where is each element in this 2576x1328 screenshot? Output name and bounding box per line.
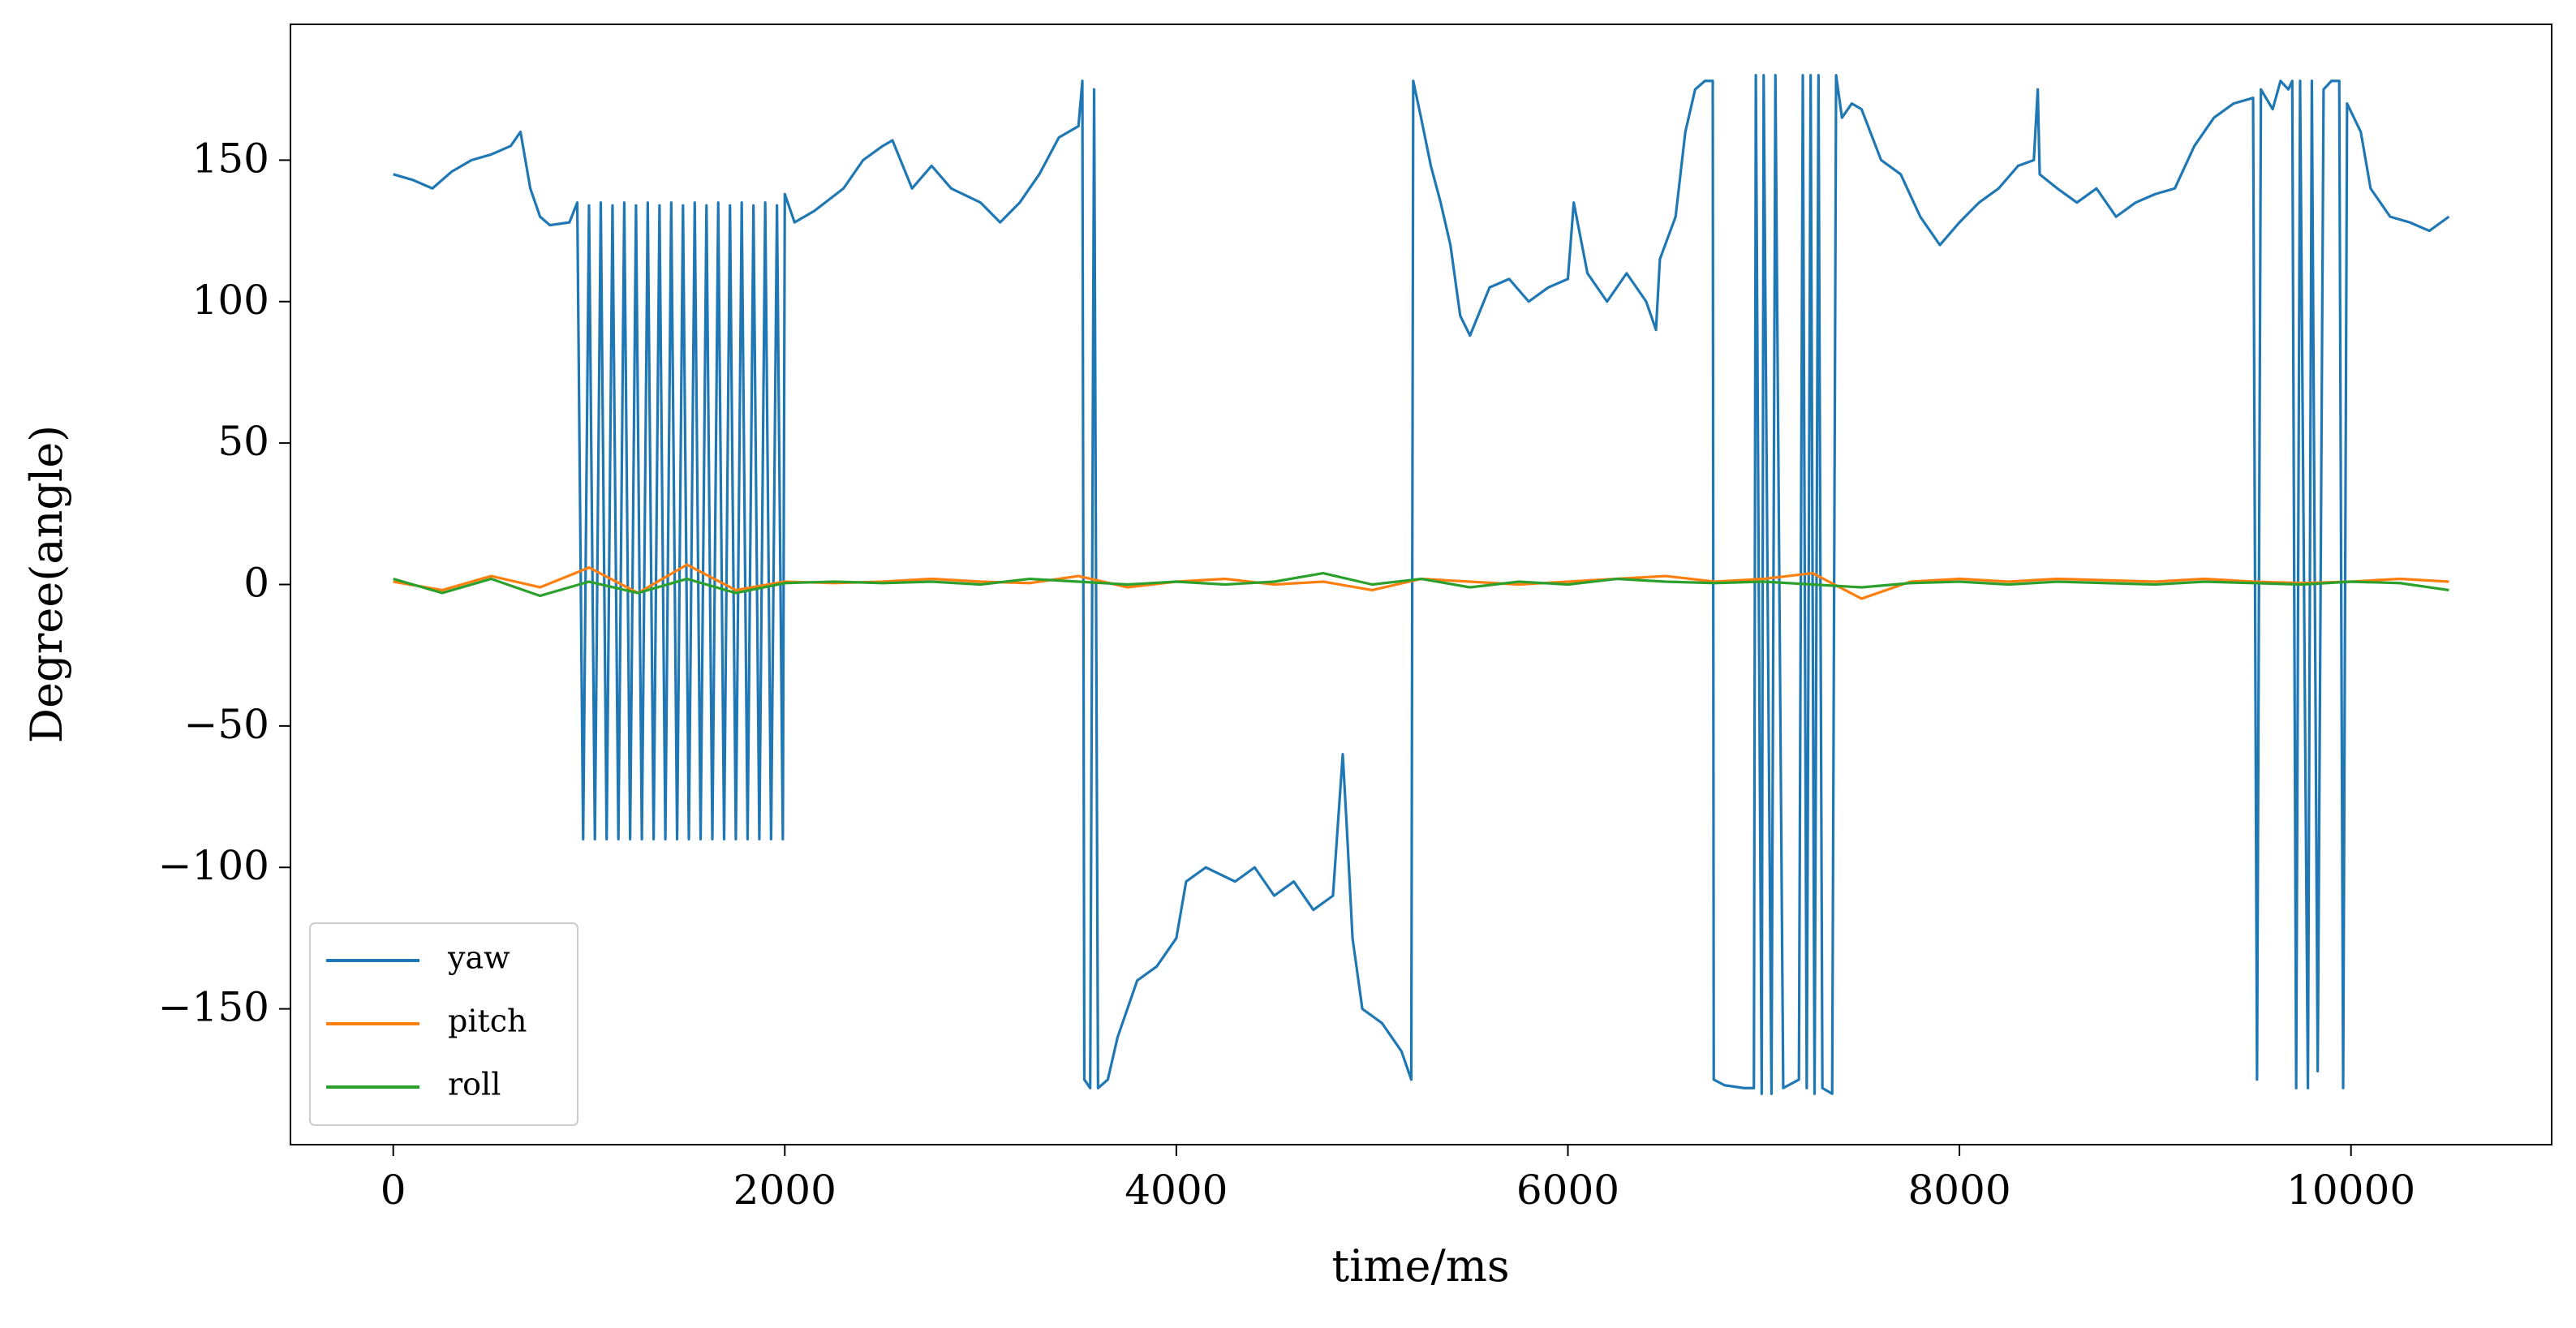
plot-frame <box>290 24 2552 1145</box>
x-axis-label: time/ms <box>1331 1240 1509 1291</box>
legend-label: yaw <box>447 940 510 976</box>
y-tick-label: 100 <box>192 277 269 324</box>
x-tick-label: 6000 <box>1516 1167 1619 1214</box>
x-tick-label: 10000 <box>2286 1167 2415 1214</box>
x-tick-label: 8000 <box>1907 1167 2010 1214</box>
legend-label: pitch <box>448 1004 527 1039</box>
legend-label: roll <box>448 1067 501 1102</box>
y-tick-label: 50 <box>217 418 269 465</box>
series-line <box>393 74 2450 1095</box>
series-line <box>393 571 2449 598</box>
y-tick-label: 150 <box>192 135 269 182</box>
y-axis-label: Degree(angle) <box>21 425 72 743</box>
legend-box <box>309 922 578 1126</box>
x-tick-label: 0 <box>381 1167 406 1214</box>
x-tick-label: 4000 <box>1125 1167 1228 1214</box>
y-tick-label: −100 <box>158 842 269 889</box>
y-tick-label: 0 <box>243 560 269 607</box>
x-tick-label: 2000 <box>733 1167 836 1214</box>
y-tick-label: −50 <box>183 701 269 748</box>
y-tick-label: −150 <box>158 984 269 1031</box>
legend: yaw pitch roll <box>309 922 578 1126</box>
